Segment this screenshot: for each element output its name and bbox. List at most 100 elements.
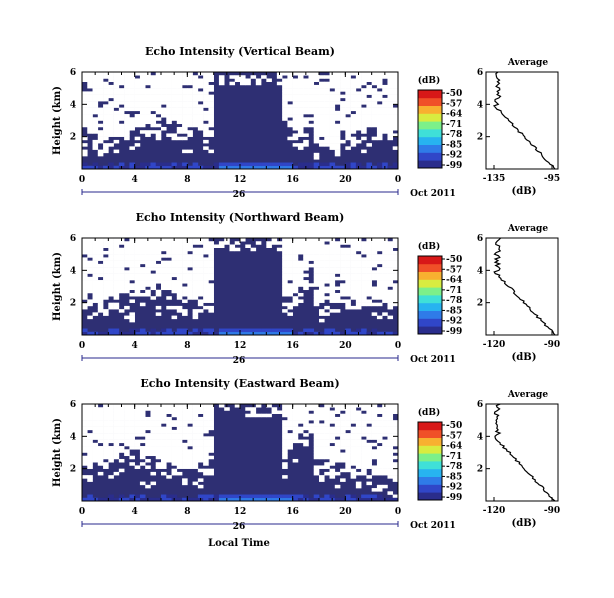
missing-cell (103, 117, 109, 121)
echo-cell (266, 494, 272, 499)
missing-cell (324, 114, 330, 118)
missing-cell (371, 91, 378, 95)
missing-cell (282, 449, 288, 453)
missing-cell (139, 420, 146, 424)
echo-cell (313, 497, 320, 502)
missing-cell (292, 263, 299, 268)
missing-cell (371, 292, 378, 297)
missing-cell (108, 107, 114, 112)
missing-cell (340, 267, 346, 271)
echo-cell (287, 497, 293, 502)
missing-cell (87, 81, 93, 86)
missing-cell (387, 91, 394, 95)
echo-cell (303, 162, 309, 167)
missing-cell (319, 139, 325, 144)
missing-cell (387, 276, 394, 281)
missing-cell (208, 114, 214, 118)
missing-cell (87, 75, 93, 79)
missing-cell (376, 292, 383, 297)
missing-cell (176, 267, 183, 271)
missing-cell (103, 407, 109, 411)
missing-cell (345, 423, 351, 427)
missing-cell (82, 75, 88, 79)
average-title: Average (507, 224, 548, 234)
missing-cell (150, 263, 157, 268)
missing-cell (113, 110, 120, 115)
echo-cell (245, 494, 251, 499)
missing-cell (355, 75, 362, 79)
missing-cell (166, 241, 172, 245)
missing-cell (376, 289, 383, 294)
missing-cell (171, 101, 178, 105)
missing-cell (192, 458, 199, 463)
missing-cell (155, 88, 162, 92)
missing-cell (103, 81, 109, 86)
missing-cell (297, 416, 304, 421)
missing-cell (350, 97, 357, 102)
missing-cell (192, 110, 199, 115)
missing-cell (87, 439, 93, 444)
missing-cell (297, 238, 304, 242)
missing-cell (350, 254, 357, 258)
missing-cell (97, 302, 104, 307)
echo-cell (250, 494, 257, 499)
missing-cell (282, 286, 288, 291)
missing-cell (197, 455, 204, 460)
missing-cell (287, 273, 293, 278)
missing-cell (203, 130, 209, 134)
missing-cell (124, 75, 130, 79)
echo-cell (350, 165, 357, 170)
missing-cell (366, 117, 372, 121)
missing-cell (319, 436, 325, 440)
missing-cell (334, 416, 341, 421)
missing-cell (124, 91, 130, 95)
missing-cell (376, 110, 383, 115)
colorbar-tick-label: -99 (446, 493, 462, 503)
missing-cell (161, 276, 167, 281)
missing-cell (361, 458, 367, 463)
missing-cell (87, 433, 93, 437)
missing-cell (382, 455, 388, 460)
missing-cell (82, 407, 88, 411)
missing-cell (187, 101, 193, 105)
missing-cell (203, 426, 209, 431)
missing-cell (155, 452, 162, 457)
missing-cell (92, 413, 99, 418)
missing-cell (329, 130, 336, 134)
missing-cell (350, 283, 357, 287)
missing-cell (192, 263, 199, 268)
echo-cell (340, 331, 346, 336)
missing-cell (182, 267, 188, 271)
missing-cell (319, 120, 325, 125)
missing-cell (361, 94, 367, 99)
missing-cell (287, 254, 293, 258)
echo-cell (234, 328, 241, 333)
missing-cell (150, 452, 157, 457)
avg-x-axis-label: (dB) (512, 518, 537, 529)
missing-cell (208, 247, 214, 252)
missing-cell (376, 107, 383, 112)
missing-cell (229, 244, 236, 248)
echo-cell (266, 331, 272, 336)
missing-cell (271, 407, 278, 411)
missing-cell (124, 84, 130, 89)
missing-cell (150, 267, 157, 271)
missing-cell (82, 442, 88, 447)
panel-title: Echo Intensity (Northward Beam) (136, 211, 345, 224)
echo-cell (87, 497, 93, 502)
missing-cells (82, 238, 399, 323)
echo-cell (297, 497, 304, 502)
missing-cell (329, 273, 336, 278)
missing-cell (118, 410, 125, 414)
missing-cell (145, 484, 151, 489)
echo-cell (313, 165, 320, 170)
missing-cell (287, 123, 293, 128)
missing-cell (376, 260, 383, 265)
missing-cell (118, 429, 125, 434)
missing-cell (92, 244, 99, 248)
missing-cell (371, 413, 378, 418)
missing-cell (313, 452, 320, 457)
missing-cell (324, 88, 330, 92)
missing-cell (287, 244, 293, 248)
missing-cell (182, 423, 188, 427)
